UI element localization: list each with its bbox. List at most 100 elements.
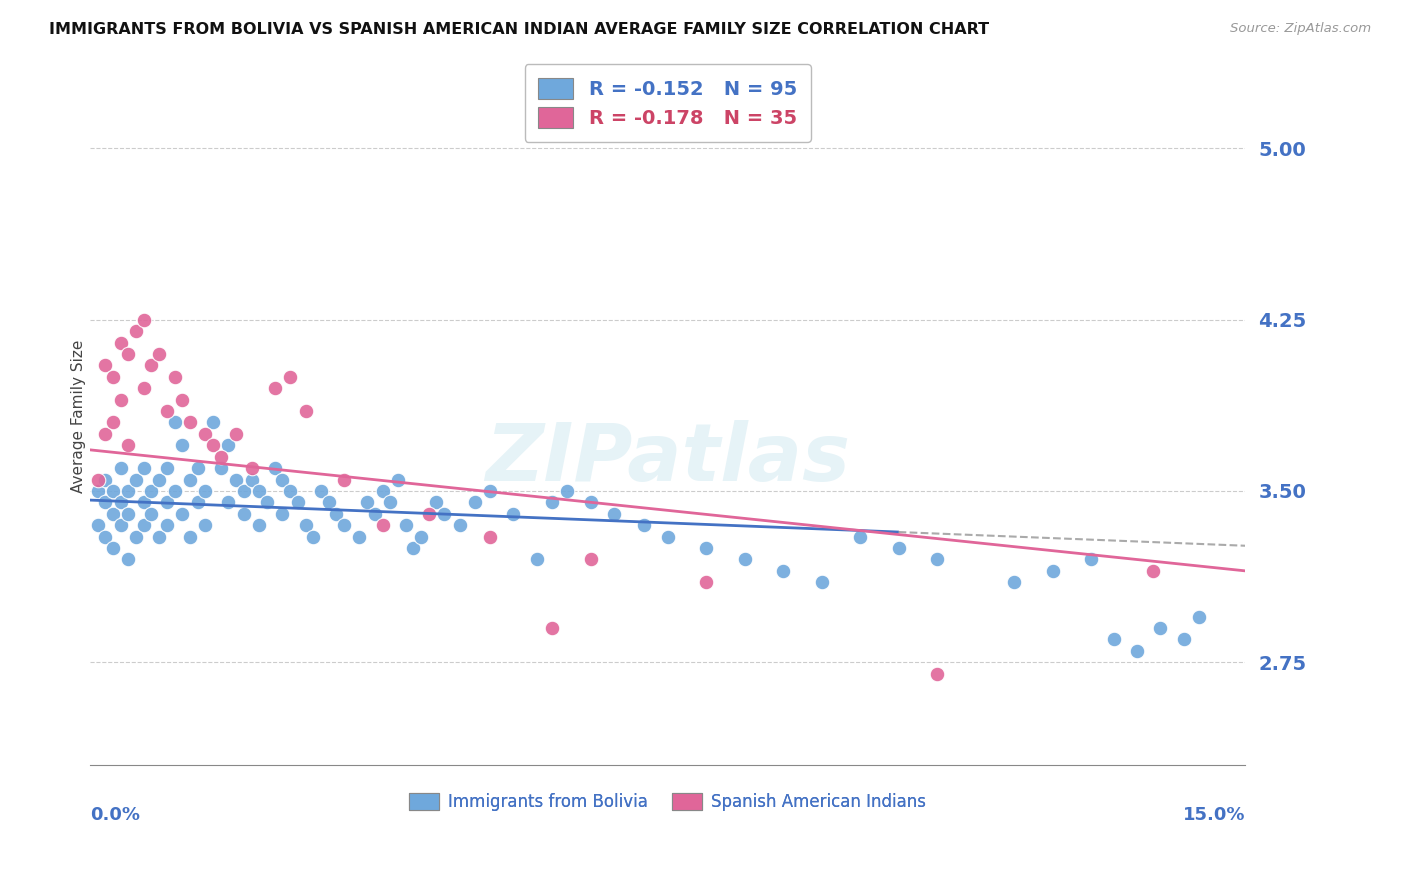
Point <box>172 438 194 452</box>
Point <box>148 530 170 544</box>
Point <box>163 369 186 384</box>
Point <box>287 495 309 509</box>
Point <box>117 507 139 521</box>
Point <box>418 507 440 521</box>
Point <box>256 495 278 509</box>
Point <box>318 495 340 509</box>
Point <box>579 495 602 509</box>
Point <box>1126 644 1149 658</box>
Point <box>125 530 148 544</box>
Point <box>132 381 155 395</box>
Point <box>101 507 124 521</box>
Point <box>240 473 263 487</box>
Point <box>240 461 263 475</box>
Text: ZIPatlas: ZIPatlas <box>485 419 851 498</box>
Point <box>263 381 285 395</box>
Point <box>110 495 132 509</box>
Point <box>247 518 270 533</box>
Point <box>225 426 247 441</box>
Point <box>526 552 548 566</box>
Point <box>117 483 139 498</box>
Point <box>409 530 432 544</box>
Point <box>117 438 139 452</box>
Point <box>172 507 194 521</box>
Point <box>810 575 832 590</box>
Point <box>294 404 316 418</box>
Point <box>772 564 794 578</box>
Point <box>356 495 378 509</box>
Point <box>294 518 316 533</box>
Point <box>163 416 186 430</box>
Point <box>179 473 201 487</box>
Point <box>101 541 124 555</box>
Point <box>156 404 179 418</box>
Point <box>1188 609 1211 624</box>
Point <box>695 575 717 590</box>
Point <box>202 416 225 430</box>
Point <box>225 473 247 487</box>
Point <box>541 621 564 635</box>
Point <box>209 461 232 475</box>
Point <box>94 359 117 373</box>
Point <box>309 483 332 498</box>
Text: Source: ZipAtlas.com: Source: ZipAtlas.com <box>1230 22 1371 36</box>
Point <box>232 507 254 521</box>
Point <box>1173 632 1195 647</box>
Point <box>1042 564 1064 578</box>
Point <box>141 483 163 498</box>
Point <box>380 495 402 509</box>
Text: 15.0%: 15.0% <box>1182 806 1246 824</box>
Point <box>156 495 179 509</box>
Point <box>86 518 108 533</box>
Point <box>179 416 201 430</box>
Point <box>209 450 232 464</box>
Point <box>218 495 240 509</box>
Point <box>117 347 139 361</box>
Point <box>927 552 949 566</box>
Point <box>333 473 356 487</box>
Point <box>302 530 325 544</box>
Point <box>187 461 209 475</box>
Point <box>325 507 347 521</box>
Point <box>156 461 179 475</box>
Point <box>132 312 155 326</box>
Point <box>602 507 624 521</box>
Point <box>110 392 132 407</box>
Point <box>125 324 148 338</box>
Point <box>1142 564 1164 578</box>
Point <box>101 416 124 430</box>
Point <box>927 666 949 681</box>
Point <box>117 552 139 566</box>
Point <box>94 495 117 509</box>
Point <box>271 507 294 521</box>
Point <box>278 369 301 384</box>
Point <box>110 335 132 350</box>
Point <box>425 495 447 509</box>
Point <box>202 438 225 452</box>
Point <box>187 495 209 509</box>
Point <box>110 518 132 533</box>
Point <box>194 483 217 498</box>
Point <box>479 530 502 544</box>
Point <box>278 483 301 498</box>
Point <box>132 495 155 509</box>
Point <box>502 507 524 521</box>
Point <box>449 518 471 533</box>
Point <box>101 369 124 384</box>
Point <box>94 530 117 544</box>
Point <box>1080 552 1102 566</box>
Point <box>849 530 872 544</box>
Point <box>271 473 294 487</box>
Point <box>232 483 254 498</box>
Point <box>94 426 117 441</box>
Point <box>333 518 356 533</box>
Point <box>387 473 409 487</box>
Point <box>557 483 579 498</box>
Point <box>148 347 170 361</box>
Text: IMMIGRANTS FROM BOLIVIA VS SPANISH AMERICAN INDIAN AVERAGE FAMILY SIZE CORRELATI: IMMIGRANTS FROM BOLIVIA VS SPANISH AMERI… <box>49 22 990 37</box>
Point <box>86 483 108 498</box>
Point <box>141 359 163 373</box>
Legend: Immigrants from Bolivia, Spanish American Indians: Immigrants from Bolivia, Spanish America… <box>401 784 934 819</box>
Point <box>247 483 270 498</box>
Point <box>110 461 132 475</box>
